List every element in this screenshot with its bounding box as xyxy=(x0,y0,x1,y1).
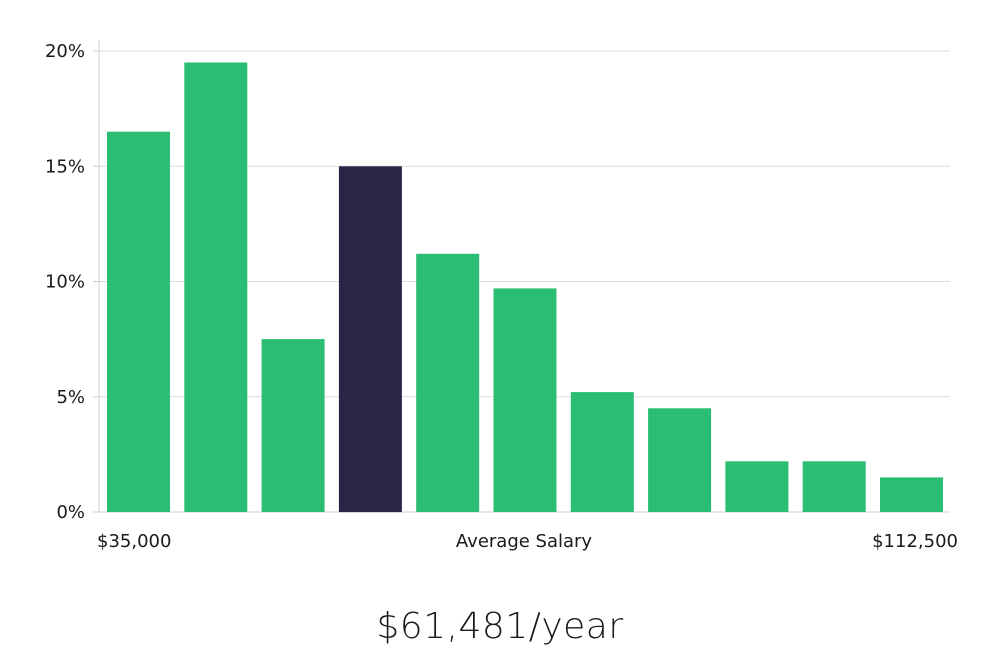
x-max-label: $112,500 xyxy=(872,531,958,552)
x-min-label: $35,000 xyxy=(97,531,171,552)
bar xyxy=(725,461,789,512)
y-tick-label: 15% xyxy=(45,156,85,177)
bar xyxy=(261,339,325,512)
y-tick-label: 5% xyxy=(56,387,85,408)
bars xyxy=(107,62,943,513)
salary-distribution-chart: 0% 5% 10% 15% 20% $35,000 Average Salary $11… xyxy=(45,40,958,552)
average-salary-value: $61,481/year xyxy=(376,606,624,647)
bar xyxy=(648,408,712,512)
y-axis-ticks: 0% 5% 10% 15% 20% xyxy=(45,41,99,523)
bar xyxy=(570,392,634,512)
bar xyxy=(880,477,943,512)
bar xyxy=(107,131,170,512)
x-axis-title: Average Salary xyxy=(456,531,593,552)
y-tick-label: 20% xyxy=(45,41,85,62)
y-tick-label: 10% xyxy=(45,272,85,293)
bar xyxy=(493,288,557,512)
bar xyxy=(802,461,866,512)
bar xyxy=(416,253,480,513)
y-tick-label: 0% xyxy=(56,502,85,523)
bar xyxy=(184,62,248,512)
bar-highlighted xyxy=(338,166,402,513)
